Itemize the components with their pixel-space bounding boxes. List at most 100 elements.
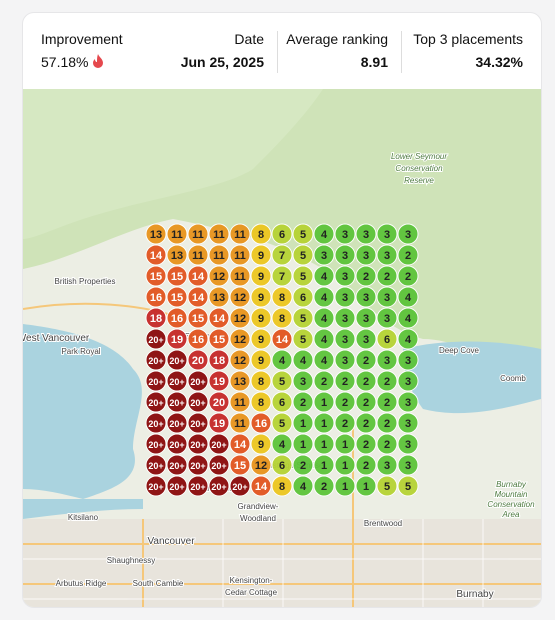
- map-label: Deep Cove: [439, 346, 480, 355]
- rank-pin: [229, 370, 251, 392]
- rank-value: 20+: [211, 440, 226, 450]
- rank-pin: [313, 223, 335, 245]
- rank-value: 1: [321, 397, 327, 409]
- rank-value: 20+: [148, 419, 163, 429]
- rank-pin: [313, 307, 335, 329]
- rank-pin: [145, 391, 167, 413]
- rank-value: 12: [213, 271, 225, 283]
- rank-pin: [271, 328, 293, 350]
- rank-pin: [292, 433, 314, 455]
- rank-value: 3: [384, 250, 390, 262]
- rank-value: 12: [255, 460, 267, 472]
- map-label: British Properties: [55, 277, 116, 286]
- rank-value: 4: [405, 292, 412, 304]
- rank-value: 16: [192, 334, 204, 346]
- rank-pin: [397, 286, 419, 308]
- rank-value: 19: [213, 376, 225, 388]
- rank-value: 2: [300, 460, 306, 472]
- rank-value: 11: [192, 250, 204, 262]
- rank-pin: [229, 223, 251, 245]
- rank-value: 20: [192, 355, 204, 367]
- map-label: South Cambie: [133, 579, 184, 588]
- rank-value: 3: [300, 376, 306, 388]
- rank-value: 2: [363, 397, 369, 409]
- rank-pin: [166, 475, 188, 497]
- rank-value: 20+: [148, 335, 163, 345]
- rank-pin: [208, 244, 230, 266]
- rank-pin: [271, 391, 293, 413]
- rank-pin: [166, 265, 188, 287]
- rank-pin: [208, 349, 230, 371]
- map-label: Cedar Cottage: [225, 588, 278, 597]
- rank-pin: [208, 286, 230, 308]
- rank-value: 15: [213, 334, 225, 346]
- rank-value: 2: [405, 250, 411, 262]
- rank-value: 3: [363, 334, 369, 346]
- rank-pin: [271, 412, 293, 434]
- rank-value: 9: [258, 271, 264, 283]
- rank-pin: [166, 349, 188, 371]
- rank-pin: [166, 391, 188, 413]
- rank-value: 2: [384, 439, 390, 451]
- rank-pin: [166, 454, 188, 476]
- rank-value: 3: [342, 229, 348, 241]
- rank-pin: [313, 349, 335, 371]
- rank-value: 19: [171, 334, 183, 346]
- rank-pin: [250, 412, 272, 434]
- rank-value: 20+: [169, 377, 184, 387]
- rank-pin: [355, 391, 377, 413]
- rank-pin: [376, 307, 398, 329]
- rank-pin: [334, 475, 356, 497]
- rank-value: 4: [321, 313, 328, 325]
- rank-value: 20+: [190, 419, 205, 429]
- map-label: Kensington-: [230, 576, 273, 585]
- rank-value: 4: [321, 334, 328, 346]
- rank-pin: [334, 328, 356, 350]
- stat-value: Jun 25, 2025: [180, 54, 264, 70]
- rank-value: 1: [342, 439, 348, 451]
- card: Improvement 57.18% Date Jun 25, 2025 Ave…: [22, 12, 542, 608]
- rank-pin: [334, 391, 356, 413]
- rank-value: 20+: [169, 461, 184, 471]
- rank-pin: [229, 307, 251, 329]
- rank-pin: [187, 454, 209, 476]
- rank-value: 1: [321, 460, 327, 472]
- map-label: Area: [502, 510, 520, 519]
- rank-pin: [376, 286, 398, 308]
- rank-value: 4: [279, 439, 286, 451]
- rank-pin: [355, 454, 377, 476]
- map-label: Brentwood: [364, 519, 402, 528]
- rank-pin: [355, 370, 377, 392]
- rank-value: 15: [171, 292, 183, 304]
- rank-pin: [229, 328, 251, 350]
- rank-value: 7: [279, 250, 285, 262]
- rank-pin: [334, 370, 356, 392]
- rank-value: 8: [258, 376, 264, 388]
- rank-pin: [397, 223, 419, 245]
- rank-pin: [376, 454, 398, 476]
- rank-pin: [313, 475, 335, 497]
- rank-pin: [292, 328, 314, 350]
- stat-value: 8.91: [360, 54, 388, 70]
- rank-value: 1: [321, 439, 327, 451]
- rank-pin: [208, 328, 230, 350]
- rank-value: 1: [300, 418, 306, 430]
- rank-value: 6: [300, 292, 306, 304]
- rank-value: 2: [342, 397, 348, 409]
- map-label: Kitsilano: [68, 513, 99, 522]
- rank-pin: [250, 286, 272, 308]
- rank-pin: [145, 223, 167, 245]
- map-label: Coomb: [500, 374, 526, 383]
- rank-value: 20+: [169, 398, 184, 408]
- map-label: Burnaby: [456, 589, 493, 600]
- rank-pin: [376, 370, 398, 392]
- rank-value: 3: [342, 355, 348, 367]
- rank-pin: [229, 349, 251, 371]
- rank-pin: [166, 223, 188, 245]
- rank-value: 18: [213, 355, 225, 367]
- rank-value: 3: [342, 292, 348, 304]
- rank-pin: [355, 475, 377, 497]
- rank-pin: [292, 244, 314, 266]
- rank-value: 2: [384, 271, 390, 283]
- rank-pin: [250, 349, 272, 371]
